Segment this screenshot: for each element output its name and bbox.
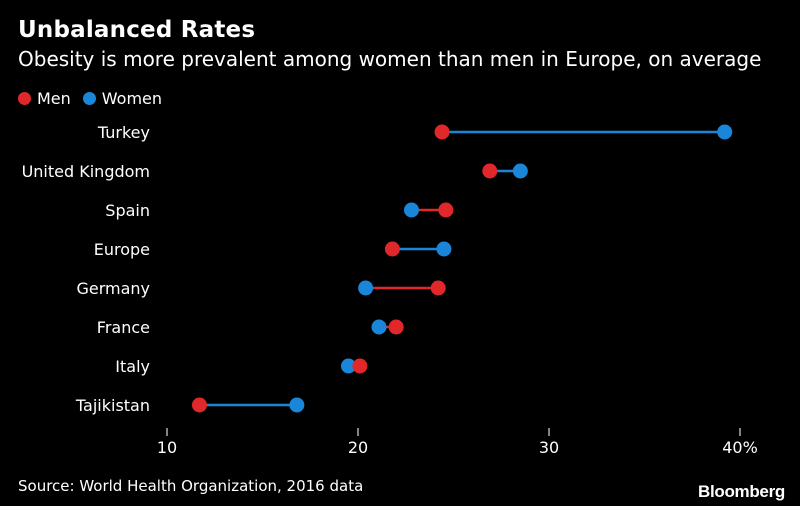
women-point [436, 241, 452, 257]
women-point [512, 163, 528, 179]
men-point [430, 280, 446, 296]
men-point [384, 241, 400, 257]
women-point [403, 202, 419, 218]
x-tick-label: 40% [722, 438, 758, 457]
category-label: Europe [94, 240, 150, 259]
legend-item-men: Men [18, 89, 71, 108]
legend-dot-men [18, 92, 31, 105]
men-point [438, 202, 454, 218]
legend: Men Women [18, 89, 174, 108]
category-label: Turkey [97, 123, 150, 142]
women-point [371, 319, 387, 335]
legend-dot-women [82, 92, 96, 105]
x-tick-label: 30 [539, 438, 559, 457]
category-label: France [97, 318, 150, 337]
women-point [289, 397, 305, 413]
source-note: Source: World Health Organization, 2016 … [18, 477, 364, 495]
x-tick-label: 20 [348, 438, 368, 457]
legend-label-women: Women [101, 89, 163, 108]
bloomberg-logo: Bloomberg [697, 482, 785, 501]
category-label: Spain [105, 201, 150, 220]
chart-title: Unbalanced Rates [18, 17, 256, 43]
men-point [388, 319, 404, 335]
chart-subtitle: Obesity is more prevalent among women th… [18, 47, 762, 71]
category-label: United Kingdom [22, 162, 150, 181]
category-label: Germany [76, 279, 150, 298]
women-point [340, 358, 356, 374]
legend-label-men: Men [37, 89, 71, 108]
men-point [434, 124, 450, 140]
legend-item-women: Women [82, 89, 163, 108]
category-label: Tajikistan [75, 396, 150, 415]
men-point [191, 397, 207, 413]
x-tick-label: 10 [157, 438, 177, 457]
women-point [717, 124, 733, 140]
men-point [352, 358, 368, 374]
women-point [358, 280, 374, 296]
men-point [482, 163, 498, 179]
category-label: Italy [115, 357, 150, 376]
